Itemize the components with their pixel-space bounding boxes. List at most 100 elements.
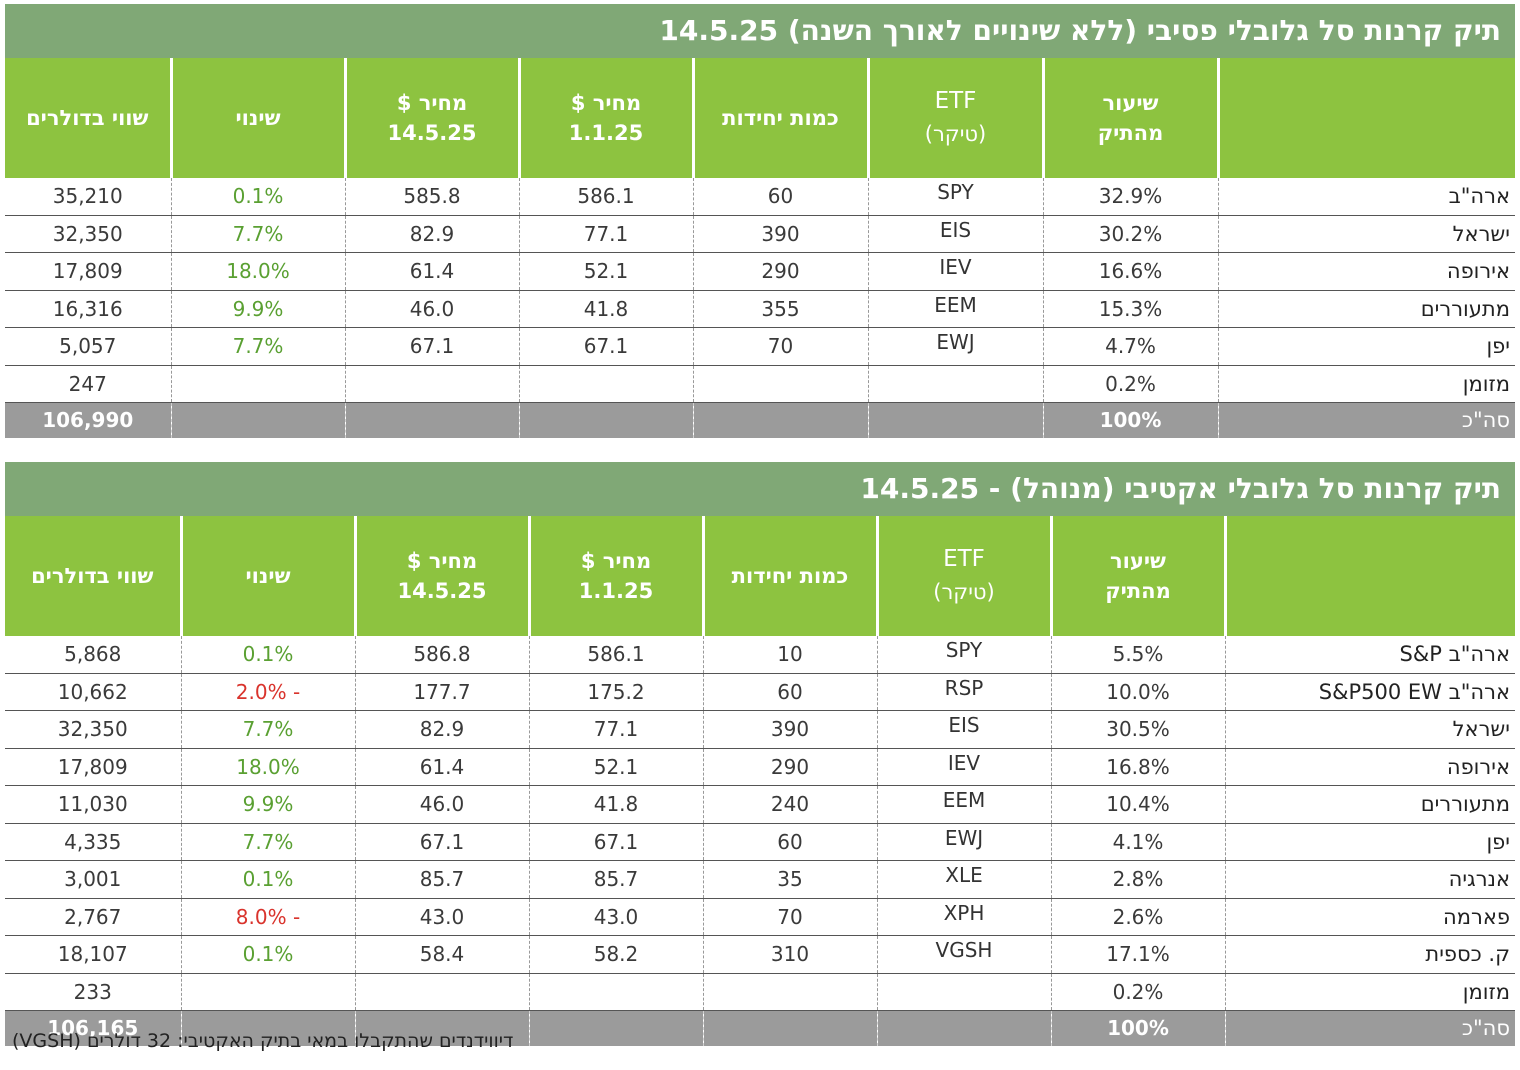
header-category <box>1216 58 1515 178</box>
total-price-start <box>528 1010 703 1046</box>
cell-ticker: XLE <box>876 860 1051 899</box>
header-etf: ETF (טיקר) <box>866 58 1043 178</box>
cell-ticker: IEV <box>876 748 1051 786</box>
header-value: שווי בדולרים <box>5 516 181 636</box>
cell-change: 18.0% <box>180 748 355 786</box>
total-row: סה"כ 100% 106,165 <box>5 1010 1515 1046</box>
header-change: שינוי <box>169 58 345 178</box>
cell-weight: 4.7% <box>1042 327 1218 366</box>
table-row: אנרגיה 2.8% XLE 35 85.7 85.7 0.1% 3,001 <box>5 860 1515 899</box>
header-etf: ETF (טיקר) <box>875 516 1051 636</box>
cell-units: 355 <box>692 290 868 328</box>
cell-price-start: 77.1 <box>528 710 703 749</box>
cell-weight: 2.6% <box>1050 898 1225 936</box>
cell-weight: 0.2% <box>1050 973 1225 1011</box>
active-portfolio-title: תיק קרנות סל גלובלי אקטיבי (מנוהל) - 14.… <box>5 462 1515 516</box>
cell-units: 60 <box>702 673 877 711</box>
cell-change: 7.7% <box>180 710 355 749</box>
cell-name: ק. כספית <box>1224 935 1515 974</box>
cell-ticker: SPY <box>867 178 1043 216</box>
cell-price-end: 61.4 <box>354 748 529 786</box>
cell-units: 390 <box>702 710 877 749</box>
cell-change: 0.1% <box>170 178 345 216</box>
table-row: פארמה 2.6% XPH 70 43.0 43.0- 8.0% 2,767 <box>5 898 1515 936</box>
total-units <box>692 402 868 438</box>
header-price-start: מחיר $1.1.25 <box>527 516 703 636</box>
cell-change <box>180 973 355 1011</box>
total-value: 106,990 <box>5 402 171 438</box>
passive-portfolio-panel: תיק קרנות סל גלובלי פסיבי (ללא שינויים ל… <box>5 4 1515 438</box>
cell-units: 240 <box>702 785 877 824</box>
cell-name: מזומן <box>1217 365 1515 403</box>
total-row: סה"כ 100% 106,990 <box>5 402 1515 438</box>
table-row: מתעוררים 10.4% EEM 240 41.8 46.0 9.9% 11,030 <box>5 785 1515 824</box>
cell-price-start <box>518 365 693 403</box>
cell-name: ישראל <box>1224 710 1515 749</box>
cell-price-start: 175.2 <box>528 673 703 711</box>
table-row: ישראל 30.5% EIS 390 77.1 82.9 7.7% 32,350 <box>5 710 1515 749</box>
cell-change: 0.1% <box>180 860 355 899</box>
cell-name: מזומן <box>1224 973 1515 1011</box>
cell-value: 17,809 <box>5 748 181 786</box>
cell-value: 233 <box>5 973 181 1011</box>
cell-weight: 32.9% <box>1042 178 1218 216</box>
table-header-row: שיעור מהתיק ETF (טיקר) כמות יחידות מחיר $1… <box>5 516 1515 636</box>
dividend-footnote: דיווידנדים שהתקבלו במאי בתיק האקטיבי: 32… <box>12 1030 514 1052</box>
cell-weight: 16.6% <box>1042 252 1218 291</box>
cell-units: 70 <box>692 327 868 366</box>
cell-value: 35,210 <box>5 178 171 216</box>
cell-price-start: 67.1 <box>528 823 703 861</box>
cell-name: ארה"ב S&P <box>1224 636 1515 674</box>
cell-price-start: 67.1 <box>518 327 693 366</box>
cell-weight: 5.5% <box>1050 636 1225 674</box>
cell-ticker: EEM <box>867 290 1043 328</box>
cell-units: 290 <box>692 252 868 291</box>
cell-price-end: 46.0 <box>354 785 529 824</box>
cell-name: מתעוררים <box>1224 785 1515 824</box>
cell-change: 7.7% <box>180 823 355 861</box>
cell-value: 247 <box>5 365 171 403</box>
cell-value: 5,057 <box>5 327 171 366</box>
header-weight: שיעור מהתיק <box>1041 58 1218 178</box>
cell-value: 4,335 <box>5 823 181 861</box>
cell-price-end: 585.8 <box>344 178 519 216</box>
passive-portfolio-table: שיעור מהתיק ETF (טיקר) כמות יחידות מחיר $1… <box>5 58 1515 438</box>
cell-weight: 4.1% <box>1050 823 1225 861</box>
header-value: שווי בדולרים <box>5 58 171 178</box>
cell-price-end: 586.8 <box>354 636 529 674</box>
cell-price-end: 85.7 <box>354 860 529 899</box>
table-row: ארה"ב 32.9% SPY 60 586.1 585.8 0.1% 35,210 <box>5 178 1515 216</box>
cell-weight: 2.8% <box>1050 860 1225 899</box>
table-row: אירופה 16.8% IEV 290 52.1 61.4 18.0% 17,809 <box>5 748 1515 786</box>
cell-units: 70 <box>702 898 877 936</box>
cell-ticker: EEM <box>876 785 1051 824</box>
cell-ticker: EIS <box>867 215 1043 253</box>
cell-price-start: 41.8 <box>528 785 703 824</box>
cell-weight: 30.2% <box>1042 215 1218 253</box>
cell-price-end: 58.4 <box>354 935 529 974</box>
cell-units: 310 <box>702 935 877 974</box>
cell-change: 0.1% <box>180 935 355 974</box>
cell-name: אנרגיה <box>1224 860 1515 899</box>
cell-units: 60 <box>702 823 877 861</box>
header-price-end: מחיר $14.5.25 <box>343 58 519 178</box>
table-row: ק. כספית 17.1% VGSH 310 58.2 58.4 0.1% 18,107 <box>5 935 1515 974</box>
header-price-end: מחיר $14.5.25 <box>353 516 529 636</box>
cell-price-end: 61.4 <box>344 252 519 291</box>
cell-weight: 10.0% <box>1050 673 1225 711</box>
header-price-start: מחיר $1.1.25 <box>517 58 693 178</box>
total-name: סה"כ <box>1224 1010 1515 1046</box>
cell-price-start: 58.2 <box>528 935 703 974</box>
table-row: ארה"ב S&P 5.5% SPY 10 586.1 586.8 0.1% 5,868 <box>5 636 1515 674</box>
cell-ticker <box>876 973 1051 1011</box>
header-category <box>1223 516 1515 636</box>
cell-name: ארה"ב S&P500 EW <box>1224 673 1515 711</box>
cell-price-start: 85.7 <box>528 860 703 899</box>
cell-price-end: 177.7 <box>354 673 529 711</box>
cell-value: 16,316 <box>5 290 171 328</box>
cell-name: פארמה <box>1224 898 1515 936</box>
table-row: יפן 4.7% EWJ 70 67.1 67.1 7.7% 5,057 <box>5 327 1515 366</box>
cell-change: - 8.0% <box>180 898 355 936</box>
cell-weight: 30.5% <box>1050 710 1225 749</box>
table-row: ישראל 30.2% EIS 390 77.1 82.9 7.7% 32,350 <box>5 215 1515 253</box>
